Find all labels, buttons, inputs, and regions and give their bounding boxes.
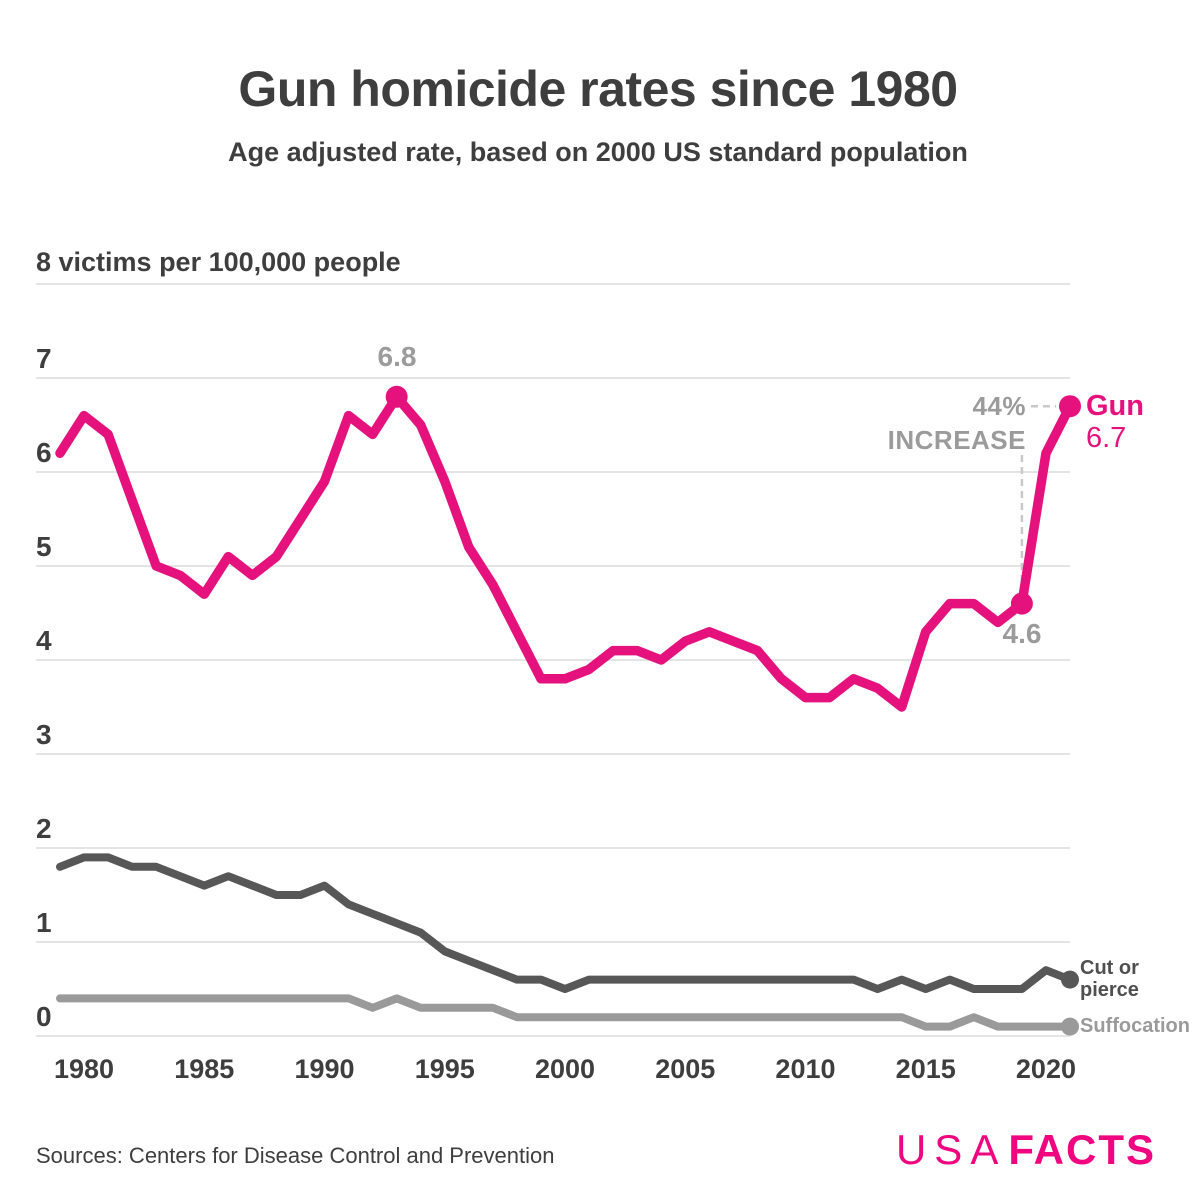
line-gun xyxy=(55,392,1075,712)
page-title: Gun homicide rates since 1980 xyxy=(238,61,958,117)
annotation-increase: 44% INCREASE xyxy=(888,389,1026,457)
x-axis-tick-2000: 2000 xyxy=(535,1054,595,1084)
y-axis-tick-2: 2 xyxy=(36,813,52,844)
annotation-dip-value: 4.6 xyxy=(1002,618,1042,649)
usafacts-logo-facts: FACTS xyxy=(1008,1126,1156,1173)
y-axis-tick-0: 0 xyxy=(36,1001,52,1032)
annotation-increase-word: INCREASE xyxy=(887,425,1026,455)
line-suffocation xyxy=(56,994,1074,1031)
x-axis-tick-2010: 2010 xyxy=(775,1054,835,1084)
page-subtitle: Age adjusted rate, based on 2000 US stan… xyxy=(228,137,968,167)
x-axis-tick-2005: 2005 xyxy=(655,1054,715,1084)
series-end-value-gun: 6.7 xyxy=(1086,422,1127,454)
marker-suffocation-2021 xyxy=(1061,1017,1079,1036)
marker-gun-2019 xyxy=(1010,592,1033,615)
x-axis-tick-1985: 1985 xyxy=(174,1054,234,1084)
usafacts-logo: USAFACTS xyxy=(896,1126,1156,1174)
y-axis-tick-5: 5 xyxy=(36,531,52,562)
series-label-cut-or-pierce: Cut or pierce xyxy=(1080,957,1139,1001)
y-axis-tick-1: 1 xyxy=(36,907,52,938)
marker-gun-1993 xyxy=(385,385,408,408)
y-axis-tick-6: 6 xyxy=(36,437,52,468)
annotation-peak-value: 6.8 xyxy=(377,341,417,372)
x-axis-tick-2015: 2015 xyxy=(896,1054,956,1084)
series-label-suffocation: Suffocation xyxy=(1080,1015,1190,1037)
series-label-gun: Gun xyxy=(1086,390,1144,422)
y-axis-tick-4: 4 xyxy=(36,625,52,656)
usafacts-logo-usa: USA xyxy=(895,1126,1007,1173)
y-axis-tick-3: 3 xyxy=(36,719,52,750)
x-axis-tick-1990: 1990 xyxy=(294,1054,354,1084)
line-cut-or-pierce xyxy=(56,853,1074,993)
x-axis-tick-2020: 2020 xyxy=(1016,1054,1076,1084)
y-axis-tick-7: 7 xyxy=(36,343,52,374)
marker-cut-or-pierce-2021 xyxy=(1061,970,1079,989)
marker-gun-2021 xyxy=(1059,395,1081,418)
sources-text: Sources: Centers for Disease Control and… xyxy=(36,1143,555,1168)
annotation-increase-pct: 44% xyxy=(972,391,1026,421)
y-axis-unit-label: 8 victims per 100,000 people xyxy=(36,247,401,277)
x-axis-tick-1995: 1995 xyxy=(415,1054,475,1084)
x-axis-tick-1980: 1980 xyxy=(54,1054,114,1084)
